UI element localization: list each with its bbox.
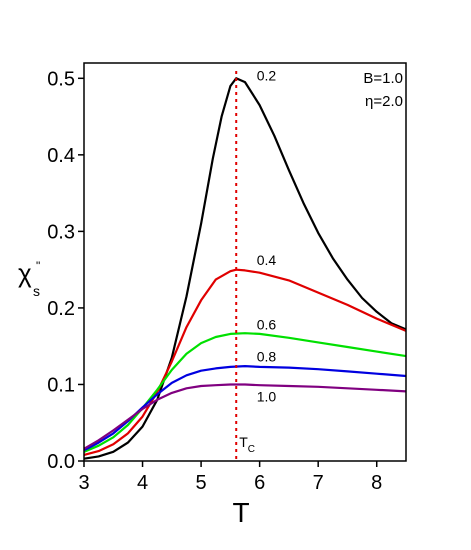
series-label-0-2: 0.2 bbox=[257, 68, 277, 84]
tc-label-sub: C bbox=[248, 444, 255, 455]
x-tick-label-5: 5 bbox=[196, 472, 207, 494]
series-line-0-4 bbox=[83, 268, 407, 456]
legend: B=1.0 η=2.0 bbox=[363, 70, 403, 110]
x-tick-label-4: 4 bbox=[137, 472, 148, 494]
y-tick-label-2: 0.2 bbox=[47, 298, 75, 320]
tc-marker-group: TC bbox=[235, 71, 255, 461]
x-tick-label-6: 6 bbox=[254, 472, 265, 494]
legend-line-eta: η=2.0 bbox=[365, 93, 403, 110]
series-labels: 0.2 0.4 0.6 0.8 1.0 bbox=[257, 68, 277, 405]
y-axis-label-sub: s bbox=[33, 283, 40, 299]
y-axis: 0.0 0.1 0.2 0.3 0.4 0.5 bbox=[47, 68, 84, 473]
x-tick-label-8: 8 bbox=[371, 472, 382, 494]
y-tick-label-0: 0.0 bbox=[47, 451, 75, 473]
series-line-1-0 bbox=[83, 383, 407, 450]
legend-line-b: B=1.0 bbox=[363, 70, 403, 87]
x-tick-label-3: 3 bbox=[78, 472, 89, 494]
y-axis-label: χ s " bbox=[18, 258, 40, 299]
series-label-0-4: 0.4 bbox=[257, 252, 277, 268]
tc-label: TC bbox=[239, 434, 255, 455]
x-axis-label: T bbox=[232, 497, 249, 528]
y-axis-label-main: χ bbox=[18, 258, 32, 288]
y-tick-label-5: 0.5 bbox=[47, 68, 75, 90]
series-label-1-0: 1.0 bbox=[257, 388, 277, 404]
y-tick-label-4: 0.4 bbox=[47, 145, 75, 167]
x-axis: 3 4 5 6 7 8 bbox=[78, 461, 382, 494]
series-line-0-6 bbox=[83, 332, 407, 453]
series-line-0-8 bbox=[83, 365, 407, 452]
y-axis-label-sup: " bbox=[36, 259, 40, 273]
series-line-0-2 bbox=[83, 77, 407, 460]
series-group bbox=[83, 77, 407, 460]
series-label-0-8: 0.8 bbox=[257, 349, 277, 365]
y-tick-label-1: 0.1 bbox=[47, 374, 75, 396]
plot-frame bbox=[83, 62, 407, 462]
y-tick-label-3: 0.3 bbox=[47, 221, 75, 243]
series-label-0-6: 0.6 bbox=[257, 316, 277, 332]
x-tick-label-7: 7 bbox=[313, 472, 324, 494]
